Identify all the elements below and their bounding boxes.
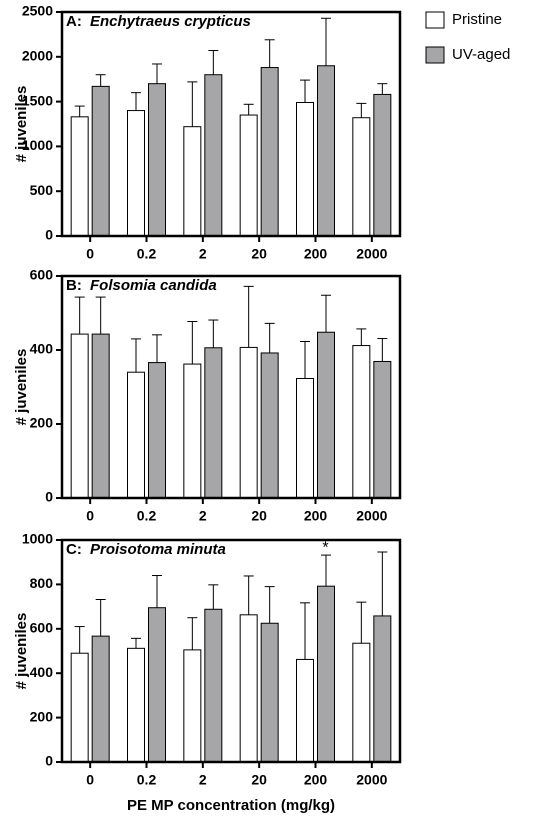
- y-axis-label: # juveniles: [13, 349, 30, 426]
- bar: [260, 352, 279, 499]
- bar: [260, 67, 279, 237]
- bar: [373, 93, 392, 237]
- y-tick-label: 1500: [22, 92, 53, 108]
- bar: [148, 362, 166, 499]
- legend-label: Pristine: [452, 11, 502, 28]
- x-tick-label: 0: [86, 508, 94, 524]
- bar: [70, 333, 89, 499]
- x-tick-label: 20: [251, 508, 267, 524]
- y-tick-label: 600: [30, 620, 54, 636]
- legend-swatch: [425, 11, 445, 29]
- x-tick-label: 200: [304, 772, 328, 788]
- panel-label: B:: [66, 277, 82, 294]
- y-tick-label: 0: [45, 489, 53, 505]
- y-tick-label: 0: [45, 753, 53, 769]
- bar: [70, 116, 89, 237]
- bar: [239, 346, 258, 499]
- bar: [183, 126, 202, 237]
- bar: [204, 74, 223, 237]
- plot-frame: [60, 10, 402, 238]
- x-tick-label: 2000: [356, 508, 387, 524]
- y-tick-label: 1000: [22, 137, 53, 153]
- x-tick-label: 2: [199, 508, 207, 524]
- bar: [296, 658, 314, 763]
- y-tick-label: 500: [30, 182, 54, 198]
- bar: [373, 615, 392, 763]
- x-tick-label: 0: [86, 246, 94, 262]
- plot-frame: [60, 538, 402, 764]
- y-tick-label: 400: [30, 341, 54, 357]
- x-tick-label: 2: [199, 772, 207, 788]
- x-tick-label: 200: [304, 246, 328, 262]
- bar: [204, 608, 223, 763]
- bar: [183, 649, 202, 763]
- legend-swatch: [425, 46, 445, 64]
- bar: [91, 635, 110, 763]
- bar: [148, 607, 166, 763]
- y-axis-label: # juveniles: [13, 613, 30, 690]
- bar: [352, 117, 371, 237]
- panel-label: C:: [66, 541, 82, 558]
- y-tick-label: 2000: [22, 48, 53, 64]
- x-tick-label: 20: [251, 772, 267, 788]
- bar: [127, 371, 145, 499]
- x-axis-label: PE MP concentration (mg/kg): [127, 797, 335, 814]
- chart-title: Folsomia candida: [90, 277, 217, 294]
- y-tick-label: 2500: [22, 3, 53, 19]
- bar: [91, 85, 110, 237]
- legend-label: UV-aged: [452, 46, 510, 63]
- chart-title: Proisotoma minuta: [90, 541, 226, 558]
- y-tick-label: 200: [30, 415, 54, 431]
- y-tick-label: 0: [45, 227, 53, 243]
- x-tick-label: 0.2: [137, 772, 157, 788]
- chart-title: Enchytraeus crypticus: [90, 13, 251, 30]
- bar: [260, 622, 279, 763]
- x-tick-label: 200: [304, 508, 328, 524]
- bar: [183, 363, 202, 499]
- bar: [317, 65, 335, 237]
- y-tick-label: 600: [30, 267, 54, 283]
- bar: [352, 642, 371, 763]
- bar: [373, 360, 392, 499]
- bar: [127, 110, 145, 237]
- annotation: *: [322, 539, 328, 556]
- bar: [296, 377, 314, 499]
- panel-label: A:: [66, 13, 82, 30]
- bar: [127, 647, 145, 763]
- plot-frame: [60, 274, 402, 500]
- x-tick-label: 0: [86, 772, 94, 788]
- y-axis-label: # juveniles: [13, 86, 30, 163]
- bar: [91, 333, 110, 499]
- x-tick-label: 0.2: [137, 246, 157, 262]
- x-tick-label: 2000: [356, 246, 387, 262]
- bar: [239, 114, 258, 237]
- bar: [352, 345, 371, 499]
- x-tick-label: 0.2: [137, 508, 157, 524]
- bar: [70, 652, 89, 763]
- x-tick-label: 2000: [356, 772, 387, 788]
- y-tick-label: 1000: [22, 531, 53, 547]
- y-tick-label: 800: [30, 575, 54, 591]
- bar: [204, 347, 223, 499]
- bar: [148, 83, 166, 237]
- y-tick-label: 200: [30, 708, 54, 724]
- bar: [239, 614, 258, 763]
- x-tick-label: 2: [199, 246, 207, 262]
- x-tick-label: 20: [251, 246, 267, 262]
- bar: [317, 585, 335, 763]
- bar: [296, 101, 314, 237]
- y-tick-label: 400: [30, 664, 54, 680]
- bar: [317, 331, 335, 499]
